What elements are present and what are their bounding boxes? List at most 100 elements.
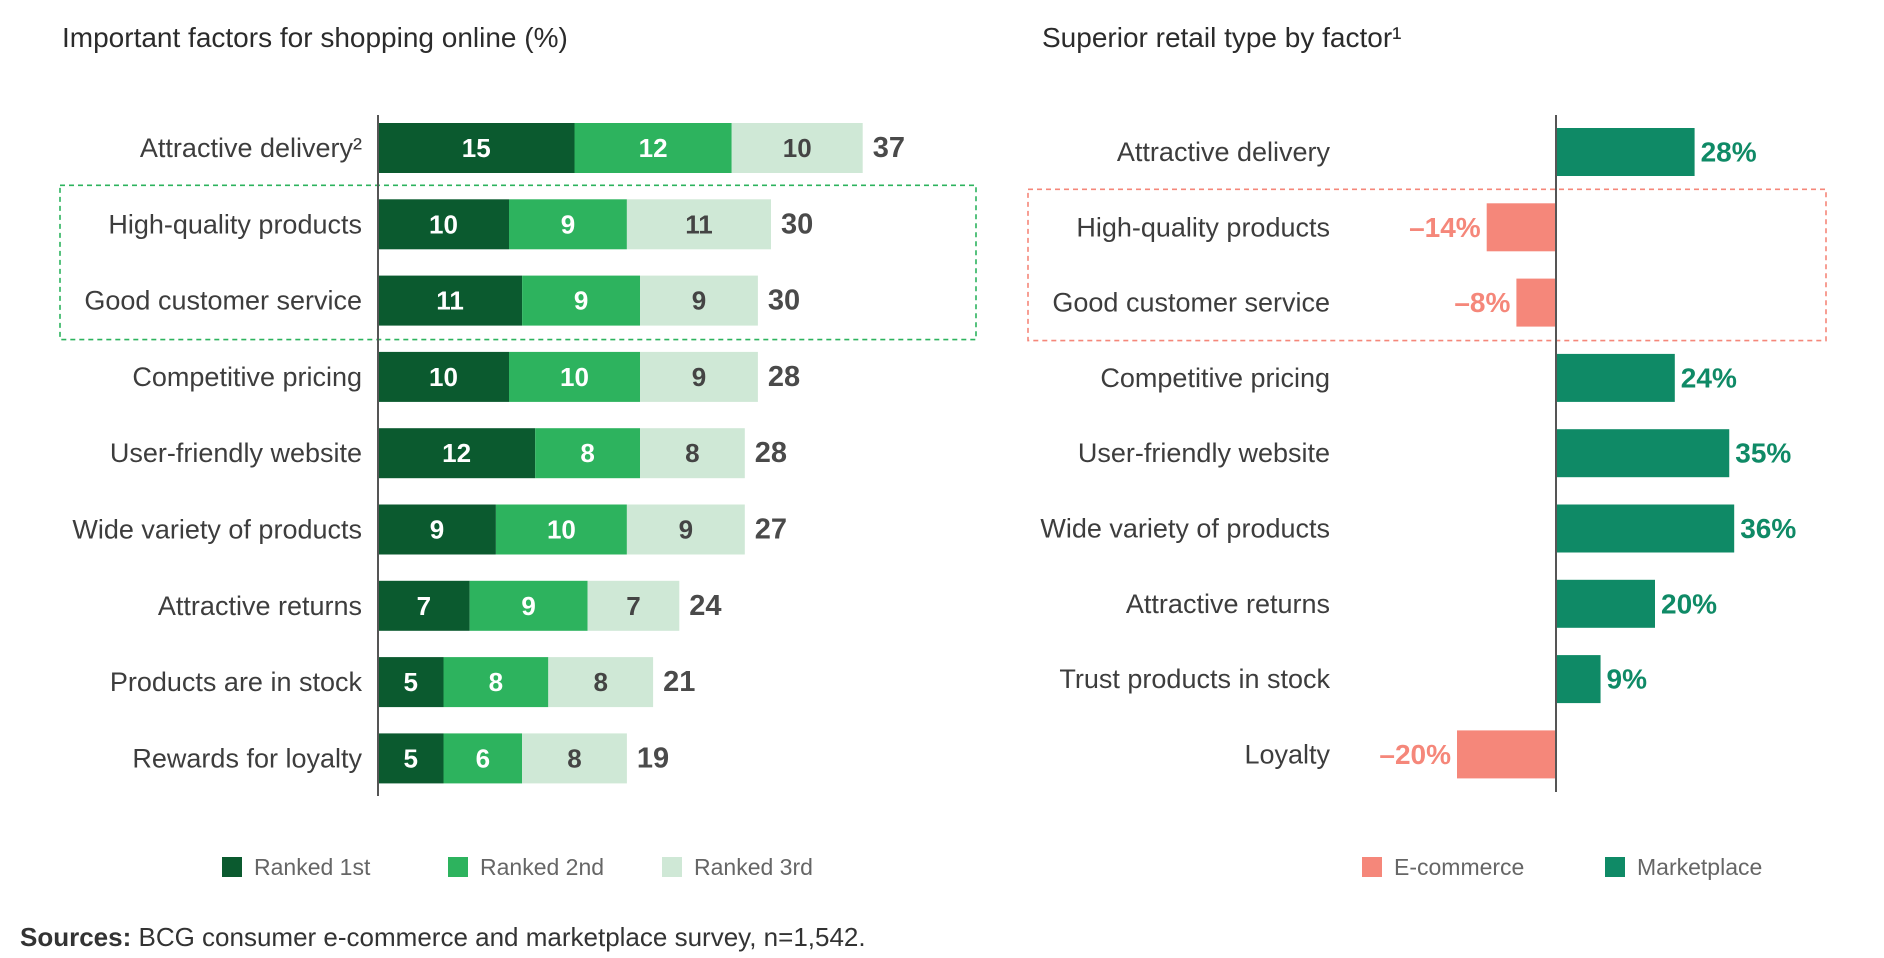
value-label-ranked-2nd-high-quality-products: 9 [561,209,575,239]
value-label-trust-products-in-stock: 9% [1607,664,1648,695]
bar-ranked-3rd-good-customer-service [640,275,758,326]
bar-attractive-delivery [1556,128,1695,176]
value-label-ranked-3rd-attractive-returns: 7 [626,591,640,621]
category-label-wide-variety-of-products: Wide variety of products [72,515,362,545]
bar-ranked-1st-attractive-returns [378,580,470,631]
value-label-attractive-returns: 20% [1661,588,1717,619]
value-label-wide-variety-of-products: 36% [1740,513,1796,544]
bar-wide-variety-of-products [1556,504,1735,553]
bar-ranked-3rd-user-friendly-website [640,428,745,479]
total-label-wide-variety-of-products: 27 [755,514,787,546]
total-label-rewards-for-loyalty: 19 [637,742,669,774]
category-label-wide-variety-of-products: Wide variety of products [1040,514,1330,544]
bar-ranked-1st-user-friendly-website [378,428,536,479]
value-label-ranked-1st-rewards-for-loyalty: 5 [404,743,418,773]
value-label-ranked-2nd-wide-variety-of-products: 10 [547,515,576,545]
value-label-ranked-1st-wide-variety-of-products: 9 [430,515,444,545]
legend-swatch-ranked-3rd [662,857,682,877]
bar-ranked-2nd-products-are-in-stock [443,657,549,708]
total-label-products-are-in-stock: 21 [663,666,695,698]
bar-ranked-1st-wide-variety-of-products [378,504,496,555]
bar-ranked-2nd-attractive-returns [469,580,588,631]
category-label-loyalty: Loyalty [1244,739,1330,769]
value-label-ranked-2nd-products-are-in-stock: 8 [489,667,503,697]
legend-swatch-e-commerce [1362,857,1382,877]
bar-ranked-3rd-products-are-in-stock [548,657,654,708]
category-label-attractive-delivery: Attractive delivery [1117,137,1331,167]
value-label-ranked-2nd-good-customer-service: 9 [574,286,588,316]
value-label-ranked-3rd-user-friendly-website: 8 [685,438,699,468]
value-label-ranked-3rd-high-quality-products: 11 [685,209,713,239]
category-label-good-customer-service: Good customer service [84,286,362,316]
left-chart: Attractive delivery² 15 12 10 37 High-quality… [59,115,977,880]
total-label-attractive-returns: 24 [689,590,721,622]
bar-ranked-1st-good-customer-service [378,275,523,326]
value-label-attractive-delivery: 28% [1701,137,1757,168]
value-label-ranked-1st-attractive-delivery: 15 [462,133,491,163]
category-label-user-friendly-website: User-friendly website [110,438,362,468]
category-label-high-quality-products: High-quality products [108,209,362,239]
category-label-attractive-returns: Attractive returns [1126,589,1330,619]
legend-label-ranked-1st: Ranked 1st [254,854,371,880]
total-label-good-customer-service: 30 [768,285,800,317]
bar-ranked-3rd-attractive-returns [587,580,680,631]
bar-ranked-3rd-competitive-pricing [640,351,758,402]
bar-good-customer-service [1516,278,1556,327]
sources-text: BCG consumer e-commerce and marketplace … [131,922,866,952]
left-chart-title: Important factors for shopping online (%… [62,22,568,53]
legend-swatch-ranked-2nd [448,857,468,877]
total-label-attractive-delivery: 37 [873,132,905,164]
legend-label-ranked-2nd: Ranked 2nd [480,854,604,880]
bar-ranked-2nd-rewards-for-loyalty [443,733,523,784]
category-label-good-customer-service: Good customer service [1052,288,1330,318]
value-label-ranked-1st-competitive-pricing: 10 [429,362,458,392]
category-label-attractive-returns: Attractive returns [158,591,362,621]
value-label-good-customer-service: –8% [1454,287,1510,318]
bar-ranked-2nd-attractive-delivery [574,123,732,173]
legend-label-e-commerce: E-commerce [1394,854,1524,880]
left-highlight-box [59,184,977,341]
right-chart: 28% Attractive delivery –14% High-quality p… [1027,115,1827,880]
bar-high-quality-products [1486,203,1556,252]
value-label-ranked-1st-attractive-returns: 7 [417,591,431,621]
bar-ranked-1st-high-quality-products [378,199,509,250]
value-label-ranked-3rd-competitive-pricing: 9 [692,362,706,392]
value-label-ranked-3rd-products-are-in-stock: 8 [593,667,607,697]
category-label-attractive-delivery: Attractive delivery² [140,133,362,163]
bar-ranked-2nd-user-friendly-website [535,428,640,479]
bar-ranked-3rd-attractive-delivery [731,123,863,173]
bar-trust-products-in-stock [1556,655,1601,704]
bar-ranked-1st-competitive-pricing [378,351,509,402]
bar-ranked-2nd-good-customer-service [522,275,640,326]
bar-loyalty [1457,730,1556,779]
bar-attractive-returns [1556,579,1655,628]
bar-ranked-3rd-rewards-for-loyalty [522,733,627,784]
bar-ranked-3rd-high-quality-products [626,199,771,250]
legend-swatch-ranked-1st [222,857,242,877]
sources-note: Sources: BCG consumer e-commerce and mar… [20,922,866,953]
value-label-user-friendly-website: 35% [1735,438,1791,469]
value-label-ranked-1st-products-are-in-stock: 5 [404,667,418,697]
value-label-ranked-1st-user-friendly-website: 12 [442,438,471,468]
value-label-high-quality-products: –14% [1409,212,1481,243]
bar-ranked-1st-rewards-for-loyalty [378,733,444,784]
bar-competitive-pricing [1556,353,1675,402]
category-label-competitive-pricing: Competitive pricing [132,362,362,392]
category-label-competitive-pricing: Competitive pricing [1100,363,1330,393]
value-label-ranked-3rd-good-customer-service: 9 [692,286,706,316]
value-label-ranked-2nd-user-friendly-website: 8 [580,438,594,468]
value-label-ranked-3rd-rewards-for-loyalty: 8 [567,743,581,773]
total-label-user-friendly-website: 28 [755,437,787,469]
total-label-competitive-pricing: 28 [768,361,800,393]
value-label-ranked-2nd-competitive-pricing: 10 [560,362,589,392]
legend-label-ranked-3rd: Ranked 3rd [694,854,813,880]
right-chart-title: Superior retail type by factor¹ [1042,22,1402,53]
legend-label-marketplace: Marketplace [1637,854,1762,880]
value-label-ranked-2nd-attractive-returns: 9 [521,591,535,621]
category-label-products-are-in-stock: Products are in stock [110,667,363,697]
bar-ranked-1st-attractive-delivery [378,123,575,173]
value-label-ranked-2nd-rewards-for-loyalty: 6 [476,743,490,773]
value-label-ranked-3rd-attractive-delivery: 10 [783,133,812,163]
category-label-user-friendly-website: User-friendly website [1078,438,1330,468]
category-label-high-quality-products: High-quality products [1076,212,1330,242]
